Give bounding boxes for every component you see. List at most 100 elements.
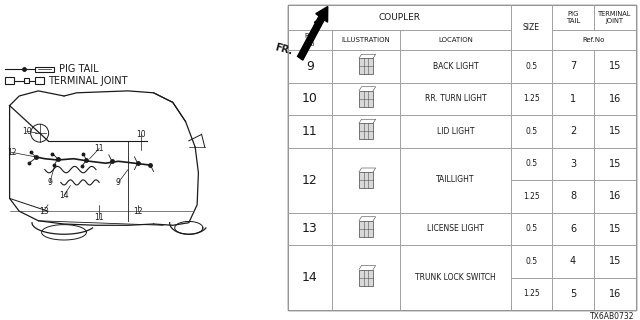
Bar: [552, 245, 594, 277]
Text: 13: 13: [302, 222, 317, 235]
Text: 14: 14: [302, 271, 317, 284]
Bar: [288, 115, 332, 148]
Bar: [594, 83, 636, 115]
Text: 13: 13: [38, 207, 49, 216]
Text: 1.25: 1.25: [523, 94, 540, 103]
Bar: [594, 5, 636, 30]
Bar: [332, 83, 401, 115]
Text: 3: 3: [570, 159, 576, 169]
Text: 1: 1: [570, 94, 576, 104]
Text: Ref.No: Ref.No: [582, 37, 605, 43]
Text: LID LIGHT: LID LIGHT: [436, 127, 474, 136]
Bar: [401, 50, 511, 83]
Text: 2: 2: [570, 126, 576, 136]
Text: 9: 9: [116, 178, 121, 187]
Bar: [35, 67, 54, 72]
Bar: [552, 50, 594, 83]
Text: 0.5: 0.5: [525, 127, 538, 136]
Text: 11: 11: [95, 213, 104, 222]
Bar: [359, 58, 373, 74]
Text: 10: 10: [22, 127, 32, 136]
Bar: [511, 180, 552, 212]
Bar: [24, 78, 29, 83]
Text: BACK LIGHT: BACK LIGHT: [433, 62, 478, 71]
Bar: [511, 277, 552, 310]
Bar: [511, 245, 552, 277]
Bar: [332, 50, 401, 83]
Bar: [288, 245, 332, 310]
Bar: [552, 180, 594, 212]
Text: TERMINAL JOINT: TERMINAL JOINT: [48, 76, 127, 86]
Bar: [511, 83, 552, 115]
Bar: [552, 148, 594, 180]
Bar: [552, 277, 594, 310]
Text: 9: 9: [306, 60, 314, 73]
Text: TERMINAL
JOINT: TERMINAL JOINT: [598, 11, 632, 24]
Text: 10: 10: [302, 92, 318, 105]
Bar: [401, 212, 511, 245]
Text: PIG TAIL: PIG TAIL: [59, 64, 99, 74]
Text: 0.5: 0.5: [525, 62, 538, 71]
Text: 1.25: 1.25: [523, 192, 540, 201]
Text: ILLUSTRATION: ILLUSTRATION: [342, 37, 390, 43]
Bar: [359, 269, 373, 285]
Text: 7: 7: [570, 61, 576, 71]
Bar: [511, 148, 552, 180]
Bar: [288, 212, 332, 245]
Text: 9: 9: [47, 178, 52, 187]
Bar: [552, 212, 594, 245]
Bar: [401, 245, 511, 310]
Text: RR. TURN LIGHT: RR. TURN LIGHT: [425, 94, 486, 103]
Bar: [511, 212, 552, 245]
Text: 15: 15: [609, 224, 621, 234]
Text: 6: 6: [570, 224, 576, 234]
Bar: [359, 221, 373, 237]
Text: TRUNK LOCK SWITCH: TRUNK LOCK SWITCH: [415, 273, 496, 282]
Bar: [552, 5, 594, 30]
Text: COUPLER: COUPLER: [378, 13, 420, 22]
Text: 1.25: 1.25: [523, 289, 540, 298]
Text: 12: 12: [133, 207, 142, 216]
Bar: [511, 115, 552, 148]
Bar: [288, 148, 332, 212]
Text: 4: 4: [570, 256, 576, 266]
Text: SIZE: SIZE: [523, 23, 540, 32]
Bar: [401, 83, 511, 115]
Text: FR.: FR.: [273, 42, 293, 56]
Text: 15: 15: [609, 126, 621, 136]
Bar: [288, 50, 332, 83]
FancyArrow shape: [298, 6, 328, 60]
Text: TAILLIGHT: TAILLIGHT: [436, 175, 475, 185]
Text: 11: 11: [302, 125, 317, 138]
Bar: [594, 277, 636, 310]
Bar: [401, 148, 511, 212]
Text: 15: 15: [609, 159, 621, 169]
Bar: [332, 245, 401, 310]
Bar: [594, 148, 636, 180]
Bar: [359, 123, 373, 139]
Bar: [288, 83, 332, 115]
Text: 16: 16: [609, 94, 621, 104]
Bar: [401, 30, 511, 50]
Bar: [5, 77, 14, 84]
Bar: [594, 115, 636, 148]
Text: 15: 15: [609, 61, 621, 71]
Bar: [594, 50, 636, 83]
Bar: [332, 148, 401, 212]
Text: 15: 15: [609, 256, 621, 266]
Bar: [332, 115, 401, 148]
Bar: [594, 212, 636, 245]
Text: 10: 10: [136, 130, 146, 139]
Bar: [288, 30, 332, 50]
Bar: [332, 212, 401, 245]
Text: 0.5: 0.5: [525, 159, 538, 168]
Text: 0.5: 0.5: [525, 224, 538, 233]
Text: LICENSE LIGHT: LICENSE LIGHT: [427, 224, 484, 233]
Text: 12: 12: [302, 173, 317, 187]
Text: PIG
TAIL: PIG TAIL: [566, 11, 580, 24]
Bar: [401, 115, 511, 148]
Text: 0.5: 0.5: [525, 257, 538, 266]
Text: 12: 12: [7, 148, 16, 157]
Bar: [511, 5, 552, 50]
Text: 8: 8: [570, 191, 576, 201]
